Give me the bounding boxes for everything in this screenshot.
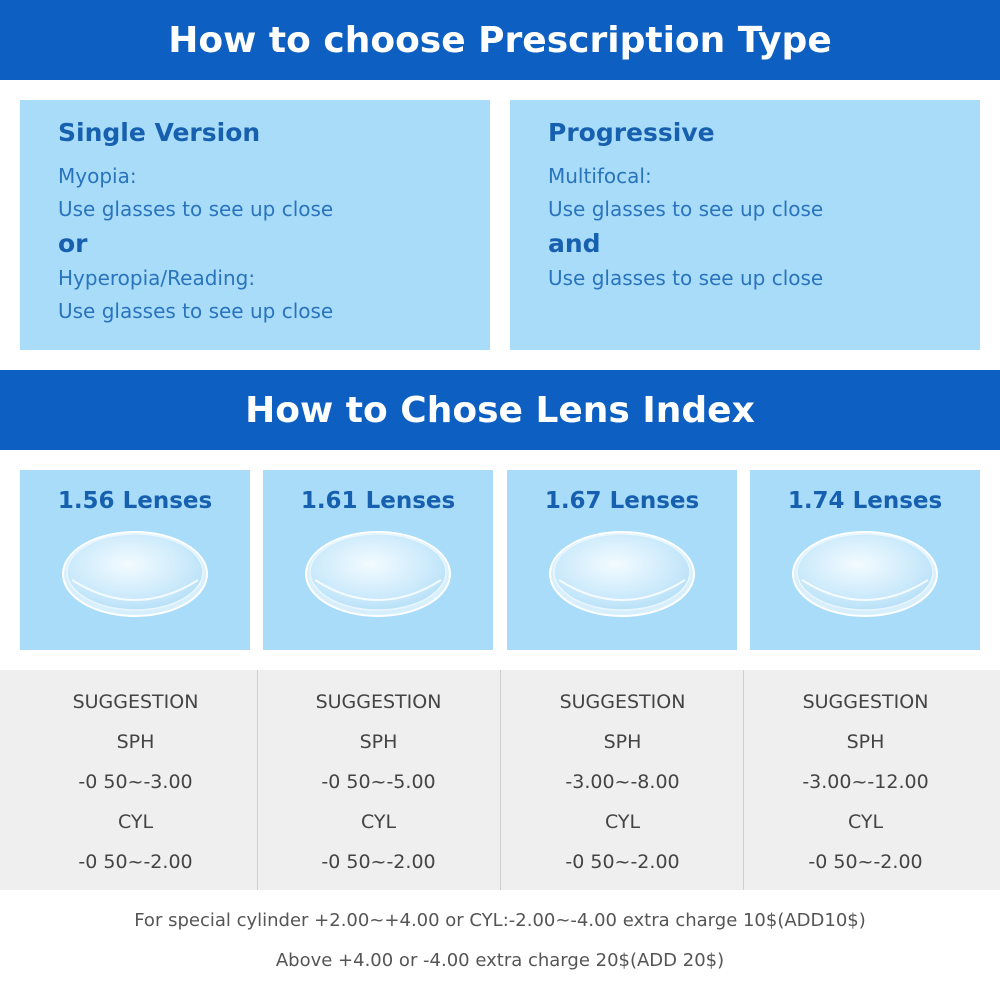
sph-label: SPH: [359, 731, 398, 753]
lens-icon: [305, 531, 451, 617]
suggestion-heading: SUGGESTION: [559, 691, 686, 713]
progressive-panel: Progressive Multifocal: Use glasses to s…: [510, 100, 980, 350]
sph-range: -0 50~-5.00: [321, 771, 436, 793]
suggestion-column-156: SUGGESTION SPH -0 50~-3.00 CYL -0 50~-2.…: [14, 670, 257, 890]
column-divider: [743, 670, 744, 890]
prescription-type-title: How to choose Prescription Type: [168, 19, 832, 61]
lens-card-label: 1.74 Lenses: [787, 488, 943, 514]
column-divider: [257, 670, 258, 890]
special-cylinder-note: For special cylinder +2.00~+4.00 or CYL:…: [134, 910, 866, 931]
single-conjunction: or: [58, 229, 88, 258]
lens-icon: [792, 531, 938, 617]
sph-range: -0 50~-3.00: [78, 771, 193, 793]
lens-index-title: How to Chose Lens Index: [245, 389, 755, 431]
lens-icon: [62, 531, 208, 617]
cyl-label: CYL: [847, 811, 884, 833]
progressive-line-desc2: Use glasses to see up close: [548, 266, 824, 290]
lens-card-156[interactable]: 1.56 Lenses: [20, 470, 250, 650]
sph-label: SPH: [603, 731, 642, 753]
sph-label: SPH: [846, 731, 885, 753]
cyl-range: -0 50~-2.00: [321, 851, 436, 873]
cyl-label: CYL: [604, 811, 641, 833]
cyl-range: -0 50~-2.00: [565, 851, 680, 873]
suggestion-column-167: SUGGESTION SPH -3.00~-8.00 CYL -0 50~-2.…: [501, 670, 744, 890]
cyl-label: CYL: [360, 811, 397, 833]
progressive-line-multifocal-desc: Use glasses to see up close: [548, 197, 824, 221]
cyl-label: CYL: [117, 811, 154, 833]
lens-card-167[interactable]: 1.67 Lenses: [507, 470, 737, 650]
lens-card-label: 1.61 Lenses: [300, 488, 456, 514]
suggestion-heading: SUGGESTION: [802, 691, 929, 713]
progressive-conjunction: and: [548, 229, 601, 258]
cyl-range: -0 50~-2.00: [808, 851, 923, 873]
cyl-range: -0 50~-2.00: [78, 851, 193, 873]
extra-charge-note: Above +4.00 or -4.00 extra charge 20$(AD…: [275, 950, 725, 971]
suggestion-column-174: SUGGESTION SPH -3.00~-12.00 CYL -0 50~-2…: [744, 670, 987, 890]
single-line-myopia: Myopia:: [58, 164, 137, 188]
lens-icon: [549, 531, 695, 617]
suggestion-column-161: SUGGESTION SPH -0 50~-5.00 CYL -0 50~-2.…: [257, 670, 500, 890]
single-line-myopia-desc: Use glasses to see up close: [58, 197, 334, 221]
lens-card-174[interactable]: 1.74 Lenses: [750, 470, 980, 650]
sph-range: -3.00~-8.00: [565, 771, 680, 793]
lens-card-label: 1.67 Lenses: [544, 488, 700, 514]
single-version-panel: Single Version Myopia: Use glasses to se…: [20, 100, 490, 350]
lens-card-161[interactable]: 1.61 Lenses: [263, 470, 493, 650]
sph-range: -3.00~-12.00: [802, 771, 929, 793]
suggestion-heading: SUGGESTION: [315, 691, 442, 713]
single-line-hyperopia-desc: Use glasses to see up close: [58, 299, 334, 323]
progressive-line-multifocal: Multifocal:: [548, 164, 652, 188]
lens-index-banner: How to Chose Lens Index: [0, 370, 1000, 450]
sph-label: SPH: [116, 731, 155, 753]
progressive-title: Progressive: [548, 118, 715, 147]
suggestion-heading: SUGGESTION: [72, 691, 199, 713]
lens-card-label: 1.56 Lenses: [57, 488, 213, 514]
column-divider: [500, 670, 501, 890]
prescription-type-banner: How to choose Prescription Type: [0, 0, 1000, 80]
single-line-hyperopia: Hyperopia/Reading:: [58, 266, 256, 290]
single-version-title: Single Version: [58, 118, 261, 147]
